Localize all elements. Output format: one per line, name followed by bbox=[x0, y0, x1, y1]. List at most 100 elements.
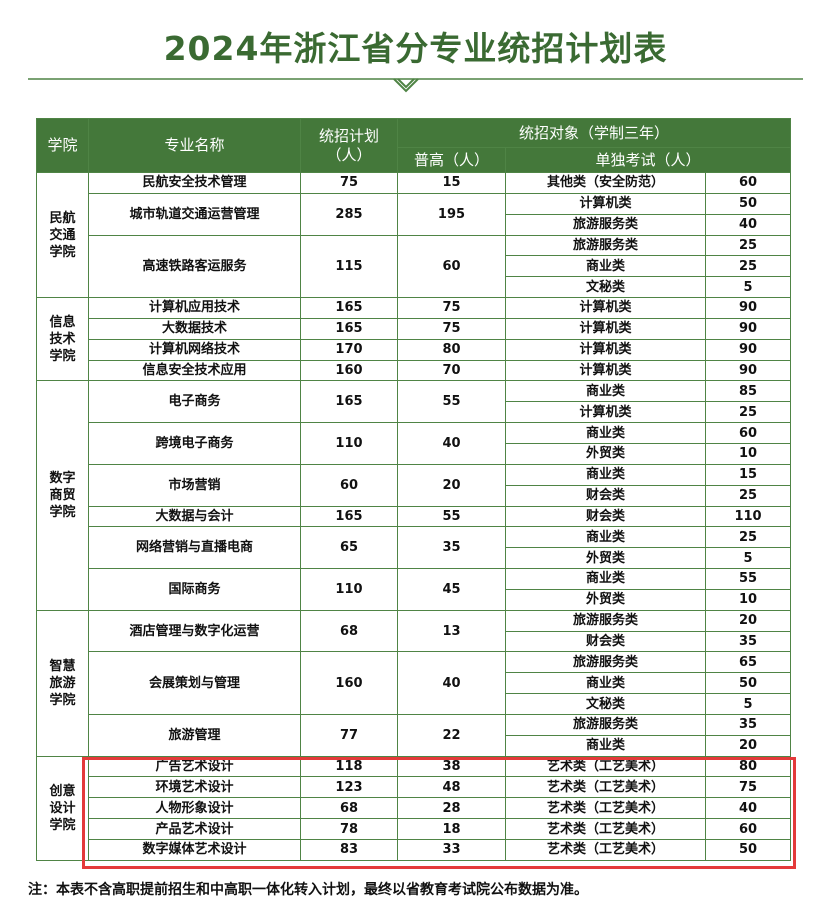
plan-table: 学院 专业名称 统招计划（人） 统招对象（学制三年） 普高（人） 单独考试（人）… bbox=[36, 118, 792, 861]
exam-count: 10 bbox=[704, 442, 792, 465]
general-count: 33 bbox=[397, 839, 506, 861]
major-name: 计算机应用技术 bbox=[88, 297, 301, 319]
table-row: 财会类 25 bbox=[37, 484, 792, 507]
exam-category: 其他类（安全防范） bbox=[505, 172, 706, 194]
exam-category: 外贸类 bbox=[505, 547, 706, 570]
general-count: 55 bbox=[397, 380, 506, 424]
general-count: 35 bbox=[397, 526, 506, 570]
exam-count: 5 bbox=[704, 693, 792, 715]
exam-count: 10 bbox=[704, 588, 792, 611]
exam-count: 20 bbox=[704, 609, 792, 632]
column-header-text: 统招计划（人） bbox=[318, 126, 379, 164]
major-name: 旅游管理 bbox=[88, 713, 301, 757]
table-row: 智慧旅游学院 酒店管理与数字化运营 68 13 旅游服务类 20 bbox=[36, 609, 792, 757]
plan-count: 170 bbox=[300, 338, 398, 361]
college-name-text: 民航交通学院 bbox=[49, 210, 76, 260]
exam-category: 旅游服务类 bbox=[505, 234, 706, 257]
major-name: 大数据技术 bbox=[88, 317, 301, 340]
college-name: 民航交通学院 bbox=[36, 171, 89, 299]
exam-category: 文秘类 bbox=[505, 276, 706, 299]
plan-count: 165 bbox=[300, 317, 398, 340]
general-count: 15 bbox=[397, 172, 506, 194]
plan-count: 115 bbox=[300, 234, 398, 299]
column-header: 专业名称 bbox=[88, 118, 301, 173]
exam-category: 商业类 bbox=[505, 463, 706, 486]
table-row: 人物形象设计 68 28 艺术类（工艺美术） 40 bbox=[37, 797, 792, 820]
highlight-box bbox=[82, 757, 796, 869]
plan-count: 110 bbox=[300, 422, 398, 465]
table-row: 数字媒体艺术设计 83 33 艺术类（工艺美术） 50 bbox=[37, 839, 792, 861]
table-row: 旅游服务类 40 bbox=[37, 213, 792, 236]
exam-count: 5 bbox=[704, 276, 792, 299]
table-row: 信息安全技术应用 160 70 计算机类 90 bbox=[37, 359, 792, 382]
footnote: 注：本表不含高职提前招生和中高职一体化转入计划，最终以省教育考试院公布数据为准。 bbox=[28, 882, 588, 898]
major-name: 数字媒体艺术设计 bbox=[88, 839, 301, 861]
table-row: 计算机网络技术 170 80 计算机类 90 bbox=[37, 338, 792, 361]
exam-count: 25 bbox=[704, 484, 792, 507]
major-name: 国际商务 bbox=[88, 568, 301, 611]
exam-count: 60 bbox=[704, 422, 792, 444]
plan-count: 165 bbox=[300, 297, 398, 319]
table-row: 城市轨道交通运营管理 285 195 计算机类 50 bbox=[37, 192, 792, 236]
table-row: 国际商务 110 45 商业类 55 bbox=[37, 568, 792, 611]
general-count: 195 bbox=[397, 192, 506, 236]
college-name-text: 数字商贸学院 bbox=[49, 471, 76, 521]
exam-count: 35 bbox=[704, 713, 792, 736]
exam-count: 20 bbox=[704, 734, 792, 757]
exam-count: 90 bbox=[704, 317, 792, 340]
table-row: 民航交通学院 民航安全技术管理 75 15 其他类（安全防范） 60 bbox=[36, 171, 792, 299]
major-name: 网络营销与直播电商 bbox=[88, 526, 301, 570]
table-row: 财会类 35 bbox=[37, 630, 792, 653]
plan-count: 78 bbox=[300, 818, 398, 840]
exam-category: 财会类 bbox=[505, 505, 706, 528]
major-name: 电子商务 bbox=[88, 380, 301, 424]
table-row: 产品艺术设计 78 18 艺术类（工艺美术） 60 bbox=[37, 818, 792, 840]
table-row: 数字商贸学院 电子商务 165 55 商业类 85 bbox=[36, 380, 792, 611]
plan-count: 68 bbox=[300, 609, 398, 653]
major-name: 计算机网络技术 bbox=[88, 338, 301, 361]
column-header: 统招对象（学制三年） bbox=[396, 118, 792, 148]
exam-category: 计算机类 bbox=[505, 338, 706, 361]
table-row: 计算机类 25 bbox=[37, 401, 792, 424]
exam-category: 商业类 bbox=[505, 672, 706, 695]
general-count: 20 bbox=[397, 463, 506, 507]
general-count: 45 bbox=[397, 568, 506, 611]
exam-category: 计算机类 bbox=[505, 359, 706, 382]
plan-count: 77 bbox=[300, 713, 398, 757]
general-count: 22 bbox=[397, 713, 506, 757]
exam-category: 计算机类 bbox=[505, 401, 706, 424]
exam-count: 90 bbox=[704, 359, 792, 382]
plan-count: 110 bbox=[300, 568, 398, 611]
title: 2024年浙江省分专业统招计划表 bbox=[163, 29, 668, 68]
table-row: 外贸类 5 bbox=[37, 547, 792, 570]
exam-count: 90 bbox=[704, 297, 792, 319]
table-row: 大数据与会计 165 55 财会类 110 bbox=[37, 505, 792, 528]
plan-count: 285 bbox=[300, 192, 398, 236]
exam-category: 旅游服务类 bbox=[505, 651, 706, 674]
exam-count: 50 bbox=[704, 839, 792, 861]
plan-count: 165 bbox=[300, 505, 398, 528]
major-name: 信息安全技术应用 bbox=[88, 359, 301, 382]
table-row: 文秘类 5 bbox=[37, 276, 792, 299]
exam-category: 财会类 bbox=[505, 630, 706, 653]
exam-category: 外贸类 bbox=[505, 442, 706, 465]
exam-category: 计算机类 bbox=[505, 192, 706, 215]
general-count: 40 bbox=[397, 422, 506, 465]
table-row: 文秘类 5 bbox=[37, 693, 792, 715]
exam-count: 90 bbox=[704, 338, 792, 361]
column-header: 学院 bbox=[36, 118, 89, 173]
exam-count: 25 bbox=[704, 255, 792, 278]
exam-category: 计算机类 bbox=[505, 297, 706, 319]
exam-category: 旅游服务类 bbox=[505, 609, 706, 632]
exam-count: 110 bbox=[704, 505, 792, 528]
major-name: 城市轨道交通运营管理 bbox=[88, 192, 301, 236]
exam-count: 55 bbox=[704, 568, 792, 590]
general-count: 75 bbox=[397, 297, 506, 319]
exam-category: 外贸类 bbox=[505, 588, 706, 611]
table-row: 环境艺术设计 123 48 艺术类（工艺美术） 75 bbox=[37, 776, 792, 799]
college-name: 智慧旅游学院 bbox=[36, 609, 89, 757]
major-name: 酒店管理与数字化运营 bbox=[88, 609, 301, 653]
exam-count: 85 bbox=[704, 380, 792, 403]
college-name: 信息技术学院 bbox=[36, 297, 89, 382]
